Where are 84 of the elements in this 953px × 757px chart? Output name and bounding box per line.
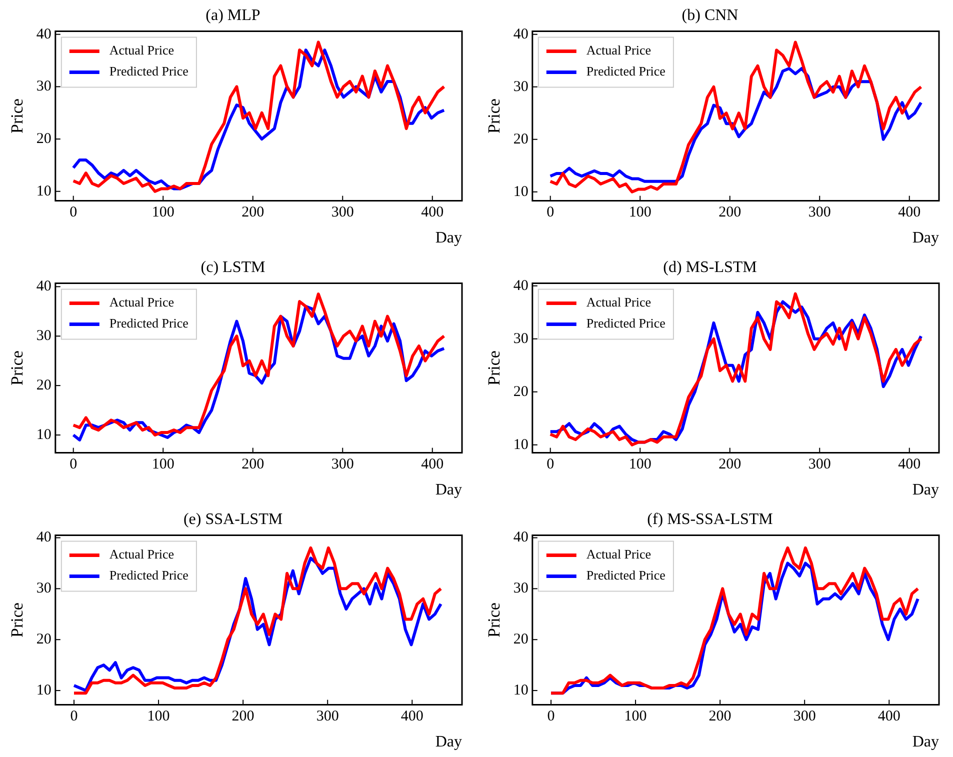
x-tick-label: 100 [152,456,174,473]
x-tick-label: 400 [421,456,444,473]
x-tick-label: 100 [624,708,647,725]
chart-title: (e) SSA-LSTM [183,510,283,528]
legend-label: Predicted Price [109,316,189,331]
legend-label: Predicted Price [109,568,189,583]
x-tick-label: 300 [331,204,354,221]
chart-title: (d) MS-LSTM [663,258,757,276]
legend-label: Predicted Price [586,316,666,331]
x-tick-label: 300 [808,204,831,221]
y-tick-label: 40 [36,26,52,42]
x-tick-label: 100 [152,204,174,221]
y-axis-title: Price [8,602,27,638]
y-axis-title: Price [484,98,504,134]
x-tick-label: 200 [718,456,742,473]
x-tick-label: 200 [708,708,732,725]
x-tick-label: 100 [628,204,652,221]
x-tick-label: 0 [546,204,554,221]
y-tick-label: 40 [513,278,528,294]
x-axis-title: Day [912,734,939,751]
x-tick-label: 400 [898,456,921,473]
y-tick-label: 30 [36,580,52,597]
y-axis-title: Price [484,350,504,386]
x-axis-title: Day [435,734,462,751]
chart-title: (f) MS-SSA-LSTM [647,510,773,528]
y-tick-label: 10 [513,682,528,698]
y-tick-label: 30 [36,78,52,95]
legend-label: Predicted Price [586,568,666,583]
y-tick-label: 20 [513,384,528,400]
y-tick-label: 40 [513,530,528,546]
x-axis-title: Day [912,230,939,247]
y-tick-label: 20 [36,130,52,147]
x-tick-label: 300 [316,708,339,725]
legend-label: Actual Price [586,42,652,58]
legend-label: Predicted Price [109,64,189,79]
y-axis-title: Price [8,350,27,386]
chart-title: (a) MLP [206,6,260,24]
y-tick-label: 30 [513,78,528,95]
x-tick-label: 400 [898,204,921,221]
x-tick-label: 0 [70,456,78,473]
y-axis-title: Price [484,602,504,638]
x-tick-label: 400 [400,708,424,725]
legend-label: Predicted Price [586,64,666,79]
y-tick-label: 40 [36,530,52,546]
y-tick-label: 20 [513,131,528,148]
x-tick-label: 300 [808,456,831,473]
y-tick-label: 10 [513,184,528,200]
x-tick-label: 200 [242,456,264,473]
y-tick-label: 20 [513,632,528,648]
legend-label: Actual Price [586,546,652,562]
y-tick-label: 10 [36,682,52,698]
y-tick-label: 30 [513,580,528,597]
y-tick-label: 40 [513,26,528,42]
y-tick-label: 10 [513,436,528,453]
x-axis-title: Day [912,482,939,499]
y-tick-label: 30 [36,328,52,344]
x-tick-label: 0 [546,456,554,473]
x-tick-label: 400 [421,204,444,221]
y-tick-label: 20 [36,377,52,394]
y-tick-label: 40 [36,278,52,295]
legend-label: Actual Price [109,546,174,562]
x-tick-label: 100 [628,456,652,473]
y-tick-label: 30 [513,330,528,347]
y-axis-title: Price [8,98,27,134]
x-tick-label: 0 [547,708,555,725]
x-tick-label: 0 [70,708,78,725]
chart-title: (c) LSTM [200,258,266,276]
y-tick-label: 10 [36,183,52,200]
legend-label: Actual Price [109,42,174,58]
legend-label: Actual Price [586,294,652,310]
x-tick-label: 300 [331,456,354,473]
x-tick-label: 0 [70,204,78,221]
x-tick-label: 200 [242,204,264,221]
x-tick-label: 200 [232,708,254,725]
x-tick-label: 300 [793,708,816,725]
legend-label: Actual Price [109,294,174,310]
x-tick-label: 400 [878,708,900,725]
x-tick-label: 200 [718,204,742,221]
x-axis-title: Day [435,230,462,247]
chart-title: (b) CNN [682,6,739,24]
y-tick-label: 10 [36,426,52,443]
x-axis-title: Day [435,482,462,499]
x-tick-label: 100 [147,708,170,725]
y-tick-label: 20 [36,632,52,648]
